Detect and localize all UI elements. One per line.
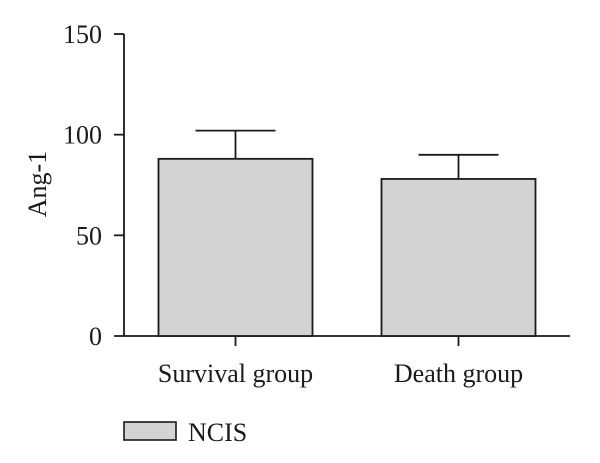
- x-tick-label: Survival group: [158, 359, 313, 388]
- y-tick-label: 50: [76, 221, 102, 250]
- legend: NCIS: [123, 418, 247, 447]
- legend-swatch: [123, 421, 177, 441]
- error-bars: [195, 129, 499, 179]
- legend-label: NCIS: [188, 418, 247, 447]
- y-tick-label: 150: [63, 20, 102, 49]
- y-tick-label: 0: [89, 322, 102, 351]
- bar: [380, 178, 537, 337]
- y-tick-label: 100: [63, 121, 102, 150]
- x-axis: Survival group Death group: [124, 335, 570, 388]
- x-tick-label: Death group: [394, 359, 523, 388]
- bar: [157, 157, 314, 337]
- y-axis-title: Ang-1: [23, 151, 52, 217]
- bars: [157, 157, 537, 337]
- y-axis: 0 50 100 150: [63, 20, 125, 351]
